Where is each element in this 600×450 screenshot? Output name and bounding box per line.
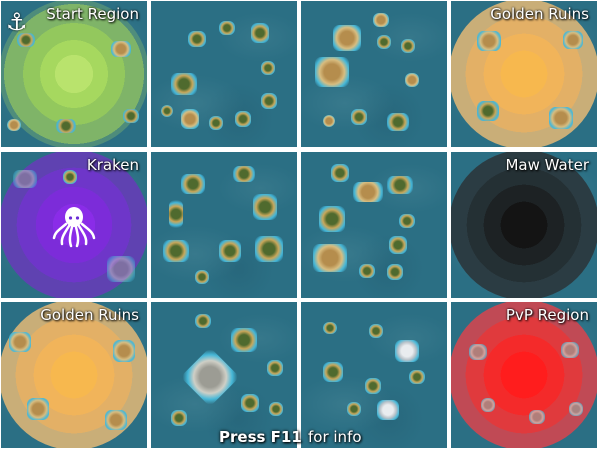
island xyxy=(17,33,35,47)
tile-ocean-2[interactable] xyxy=(301,1,447,147)
island xyxy=(107,256,135,282)
pvp-zone xyxy=(451,302,597,448)
tile-start-region[interactable]: ⚓ Start Region xyxy=(1,1,147,147)
island xyxy=(235,111,251,127)
tile-pvp-region[interactable]: PvP Region xyxy=(451,302,597,448)
island xyxy=(323,362,343,382)
tile-label-pvp-region: PvP Region xyxy=(505,306,589,324)
island xyxy=(9,332,31,352)
island xyxy=(231,328,257,352)
island xyxy=(387,264,403,280)
tile-label-kraken: Kraken xyxy=(86,156,139,174)
maw-zone xyxy=(451,152,597,298)
island xyxy=(529,410,545,424)
island xyxy=(56,119,76,133)
island xyxy=(251,23,269,43)
island xyxy=(369,324,383,338)
island xyxy=(233,166,255,182)
island xyxy=(209,116,223,130)
island xyxy=(171,73,197,95)
island xyxy=(387,113,409,131)
island xyxy=(13,170,37,188)
island xyxy=(7,119,21,131)
tile-label-golden-ruins-top: Golden Ruins xyxy=(490,5,589,23)
island xyxy=(377,35,391,49)
island xyxy=(481,398,495,412)
island xyxy=(261,93,277,109)
island xyxy=(105,410,127,430)
tile-golden-ruins-top[interactable]: Golden Ruins xyxy=(451,1,597,147)
tile-label-start-region: Start Region xyxy=(46,5,139,23)
anchor-icon: ⚓ xyxy=(6,8,28,36)
island xyxy=(188,31,206,47)
island xyxy=(195,314,211,328)
island xyxy=(180,347,240,407)
island xyxy=(373,13,389,27)
island xyxy=(161,105,173,117)
island xyxy=(331,164,349,182)
island xyxy=(113,340,135,362)
island xyxy=(469,344,487,360)
island xyxy=(399,214,415,228)
tile-ocean-1[interactable] xyxy=(151,1,297,147)
island xyxy=(315,57,349,87)
island xyxy=(195,270,209,284)
island xyxy=(351,109,367,125)
island xyxy=(319,206,345,232)
island xyxy=(405,73,419,87)
island xyxy=(389,236,407,254)
island xyxy=(241,394,259,412)
island xyxy=(181,174,205,194)
island xyxy=(549,107,573,129)
island xyxy=(219,21,235,35)
island xyxy=(409,370,425,384)
island xyxy=(365,378,381,394)
press-f11-hint: Press F11 xyxy=(219,428,302,446)
island xyxy=(395,340,419,362)
island xyxy=(377,400,399,420)
island xyxy=(477,31,501,51)
island xyxy=(477,101,499,121)
island xyxy=(111,41,131,57)
island xyxy=(347,402,361,416)
island xyxy=(323,115,335,127)
island xyxy=(123,109,139,123)
island xyxy=(27,398,49,420)
island xyxy=(269,402,283,416)
island xyxy=(253,194,277,220)
island xyxy=(353,182,383,202)
island xyxy=(561,342,579,358)
tile-ocean-6[interactable] xyxy=(301,302,447,448)
island xyxy=(169,200,183,228)
island xyxy=(563,31,583,49)
island xyxy=(333,25,361,51)
tile-ocean-5[interactable] xyxy=(151,302,297,448)
island xyxy=(323,322,337,334)
island xyxy=(163,240,189,262)
island xyxy=(569,402,583,416)
tile-ocean-3[interactable] xyxy=(151,152,297,298)
island xyxy=(359,264,375,278)
island xyxy=(171,410,187,426)
tile-ocean-4[interactable] xyxy=(301,152,447,298)
for-info-hint: for info xyxy=(308,428,362,446)
island xyxy=(401,39,415,53)
tile-kraken[interactable]: Kraken xyxy=(1,152,147,298)
island xyxy=(63,170,77,184)
island xyxy=(255,236,283,262)
island xyxy=(181,109,199,129)
island xyxy=(313,244,347,272)
island xyxy=(267,360,283,376)
island xyxy=(219,240,241,262)
octopus-icon xyxy=(52,207,96,248)
island xyxy=(261,61,275,75)
island xyxy=(387,176,413,194)
tile-label-maw-water: Maw Water xyxy=(505,156,589,174)
tile-label-golden-ruins-bottom: Golden Ruins xyxy=(40,306,139,324)
tile-golden-ruins-bottom[interactable]: Golden Ruins xyxy=(1,302,147,448)
tile-maw-water[interactable]: Maw Water xyxy=(451,152,597,298)
